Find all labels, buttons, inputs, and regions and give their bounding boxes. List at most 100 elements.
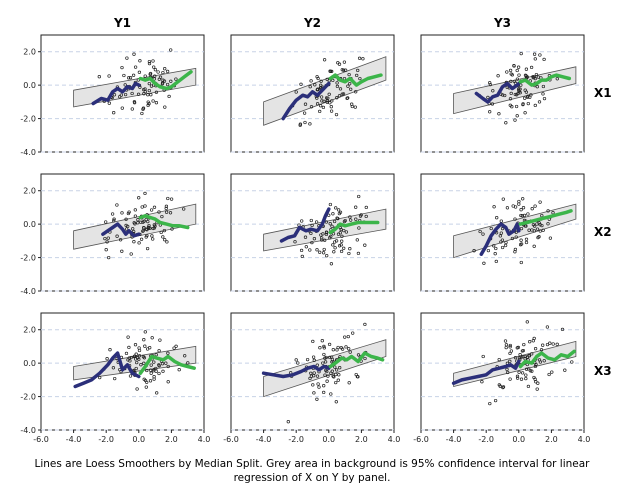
- data-point: [550, 370, 554, 374]
- data-point: [337, 373, 341, 377]
- data-point: [155, 391, 159, 395]
- data-point: [315, 363, 319, 367]
- data-point: [527, 367, 531, 371]
- data-point: [509, 349, 514, 353]
- data-point: [533, 377, 537, 381]
- data-point: [537, 358, 542, 362]
- data-point: [347, 251, 351, 256]
- data-point: [541, 84, 546, 89]
- panel-x1-y1: -4.0 -2.0 0.0 2.0: [20, 34, 205, 157]
- data-point: [97, 75, 101, 79]
- data-point: [135, 387, 139, 391]
- y-tick-label: -4.0: [20, 426, 36, 435]
- data-point: [519, 208, 523, 212]
- loess-line-high-split: [328, 351, 385, 369]
- data-point: [124, 351, 129, 356]
- data-point: [146, 100, 150, 104]
- data-point: [183, 354, 187, 358]
- data-point: [319, 233, 323, 237]
- data-point: [329, 109, 334, 113]
- data-point: [135, 360, 139, 365]
- data-point: [333, 365, 337, 369]
- data-point: [527, 354, 532, 358]
- data-point: [522, 213, 527, 218]
- data-point: [488, 81, 492, 85]
- data-point: [309, 79, 313, 83]
- data-point: [538, 53, 542, 57]
- data-point: [140, 205, 144, 209]
- data-point: [495, 216, 499, 220]
- data-point: [542, 96, 547, 101]
- data-point: [158, 338, 162, 342]
- data-point: [555, 342, 559, 346]
- data-point: [536, 75, 541, 79]
- data-point: [514, 235, 518, 239]
- data-point: [336, 216, 340, 221]
- x-tick-label: -2.0: [98, 435, 114, 444]
- panel-x2-y1: -4.0 -2.0 0.0 2.0: [20, 173, 205, 296]
- x-tick-label: 2.0: [545, 435, 558, 444]
- data-point: [311, 383, 315, 387]
- data-point: [321, 251, 326, 255]
- x-tick-label: 2.0: [355, 435, 368, 444]
- data-point: [152, 226, 157, 230]
- data-point: [354, 90, 358, 94]
- data-point: [519, 260, 523, 265]
- data-point: [330, 224, 334, 228]
- data-point: [138, 59, 142, 63]
- data-point: [106, 236, 110, 240]
- data-point: [120, 65, 124, 70]
- data-point: [330, 369, 334, 373]
- data-point: [166, 196, 170, 201]
- data-point: [153, 74, 157, 78]
- data-point: [320, 339, 324, 343]
- loess-line-low-split: [479, 222, 521, 256]
- data-point: [170, 227, 174, 231]
- y-tick-label: -2.0: [20, 393, 36, 402]
- data-point: [508, 68, 513, 73]
- data-point: [107, 74, 111, 78]
- data-point: [325, 100, 329, 104]
- data-point: [164, 204, 169, 208]
- data-point: [149, 84, 154, 88]
- data-point: [541, 343, 545, 347]
- data-point: [103, 236, 107, 241]
- data-point: [505, 70, 509, 74]
- data-point: [508, 343, 512, 348]
- data-point: [130, 91, 134, 96]
- data-point: [305, 357, 310, 362]
- data-point: [151, 237, 155, 241]
- data-point: [119, 93, 123, 97]
- data-point: [337, 94, 342, 98]
- panel-x2-y3: [420, 173, 585, 292]
- data-point: [308, 248, 312, 252]
- loess-line-low-split: [261, 364, 331, 379]
- data-point: [531, 76, 535, 80]
- data-point: [560, 327, 565, 332]
- data-point: [538, 200, 542, 204]
- data-point: [335, 84, 340, 89]
- data-point: [542, 359, 546, 363]
- data-point: [517, 88, 521, 92]
- panel-x1-y2: [230, 34, 395, 153]
- data-point: [134, 366, 138, 371]
- data-point: [127, 210, 131, 214]
- data-point: [154, 101, 159, 105]
- data-point: [145, 246, 150, 251]
- data-point: [519, 51, 523, 56]
- data-point: [350, 104, 354, 109]
- data-point: [128, 76, 133, 80]
- data-point: [344, 230, 349, 234]
- data-point: [526, 101, 530, 106]
- data-point: [570, 360, 574, 364]
- loess-line-low-split: [73, 351, 141, 389]
- data-point: [167, 94, 171, 99]
- data-point: [123, 83, 127, 87]
- data-point: [120, 106, 124, 110]
- data-point: [488, 110, 492, 114]
- data-point: [132, 101, 137, 105]
- data-point: [329, 234, 333, 239]
- data-point: [347, 347, 351, 351]
- data-point: [518, 353, 522, 357]
- data-point: [496, 74, 500, 78]
